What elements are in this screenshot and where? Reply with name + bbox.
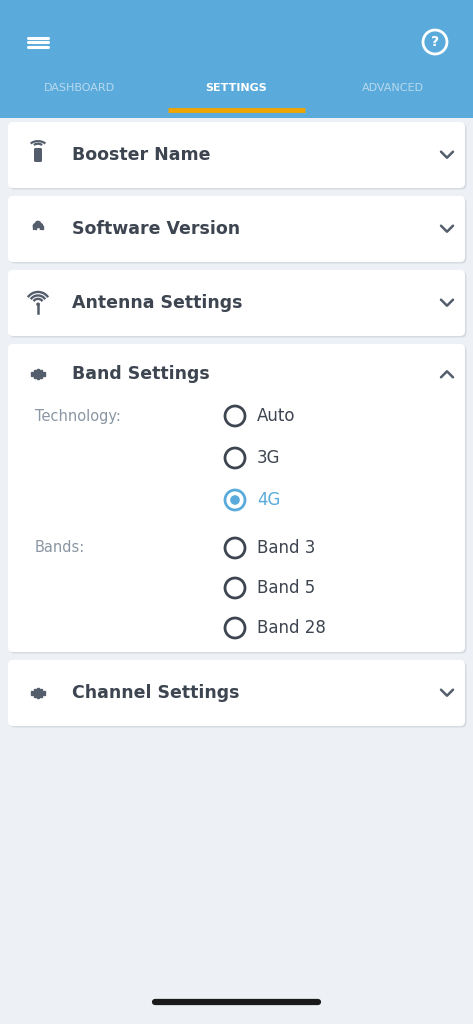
Text: Antenna Settings: Antenna Settings	[72, 294, 243, 312]
Text: 3G: 3G	[257, 449, 280, 467]
Text: Band Settings: Band Settings	[72, 365, 210, 383]
Bar	[0, 0, 473, 118]
Bar	[31, 691, 33, 695]
Text: Bands:: Bands:	[35, 541, 85, 555]
Circle shape	[230, 496, 240, 505]
FancyBboxPatch shape	[9, 271, 466, 338]
Text: Channel Settings: Channel Settings	[72, 684, 239, 702]
Text: Technology:: Technology:	[35, 409, 121, 424]
Circle shape	[36, 302, 40, 306]
Text: Auto: Auto	[257, 407, 296, 425]
Text: Band 28: Band 28	[257, 618, 326, 637]
Bar	[37, 688, 39, 698]
Bar	[43, 691, 44, 695]
Text: ?: ?	[431, 36, 439, 49]
FancyBboxPatch shape	[8, 196, 465, 262]
Bar	[34, 371, 36, 378]
Bar	[37, 369, 39, 379]
FancyBboxPatch shape	[8, 660, 465, 726]
Bar	[34, 689, 36, 696]
FancyBboxPatch shape	[8, 344, 465, 652]
FancyBboxPatch shape	[34, 148, 42, 162]
Text: DASHBOARD: DASHBOARD	[44, 83, 114, 93]
Text: Band 5: Band 5	[257, 579, 315, 597]
Text: Band 3: Band 3	[257, 539, 315, 557]
FancyBboxPatch shape	[9, 662, 466, 727]
FancyBboxPatch shape	[8, 270, 465, 336]
Bar	[31, 372, 33, 376]
Circle shape	[33, 223, 39, 229]
Text: Software Version: Software Version	[72, 220, 240, 238]
Text: Booster Name: Booster Name	[72, 146, 210, 164]
Text: 4G: 4G	[257, 490, 280, 509]
Text: ADVANCED: ADVANCED	[362, 83, 424, 93]
FancyBboxPatch shape	[9, 198, 466, 263]
Bar	[40, 689, 42, 696]
Bar	[33, 226, 44, 229]
FancyBboxPatch shape	[8, 122, 465, 188]
Circle shape	[37, 223, 44, 229]
Bar	[40, 371, 42, 378]
Text: SETTINGS: SETTINGS	[205, 83, 267, 93]
Bar	[43, 372, 44, 376]
Circle shape	[35, 220, 42, 227]
FancyBboxPatch shape	[9, 124, 466, 189]
FancyBboxPatch shape	[9, 345, 466, 653]
